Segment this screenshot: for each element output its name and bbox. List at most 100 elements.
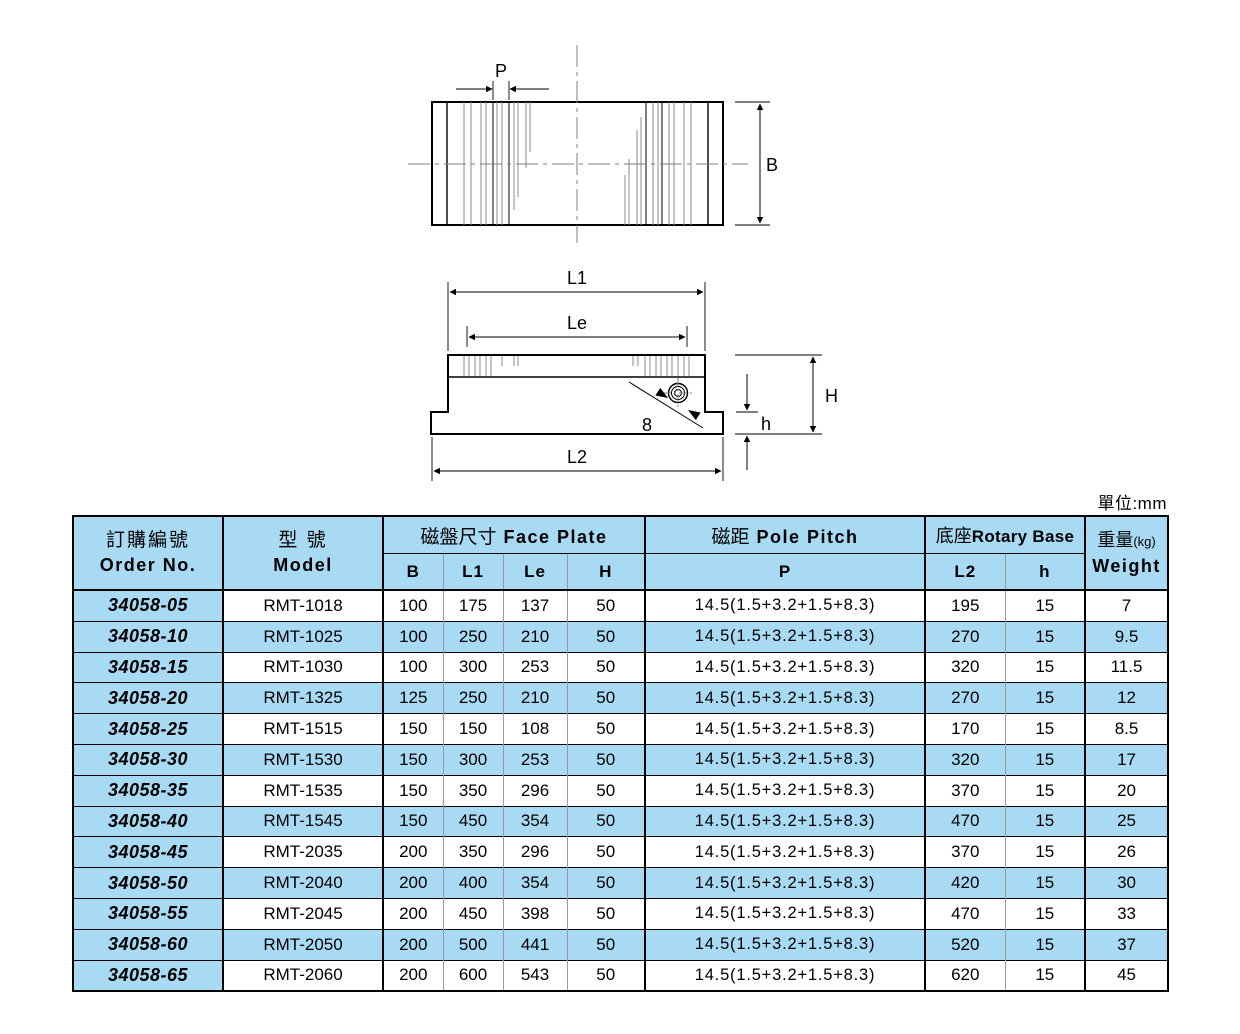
base-h-value: 15 [1004, 897, 1086, 930]
le-value: 253 [502, 743, 567, 776]
order-no: 34058-25 [72, 713, 223, 745]
model: RMT-1535 [222, 774, 383, 807]
header-face-plate: 磁盤尺寸 Face Plate [381, 515, 646, 554]
l2-value: 420 [924, 867, 1006, 899]
weight: 37 [1084, 928, 1169, 961]
base-h-value: 15 [1004, 959, 1086, 992]
weight: 45 [1084, 959, 1169, 992]
weight: 30 [1084, 867, 1169, 899]
order-no: 34058-20 [72, 682, 223, 714]
l2-value: 320 [924, 743, 1006, 776]
l1-value: 500 [442, 928, 503, 961]
header-col-le: Le [502, 553, 567, 590]
l2-value: 470 [924, 805, 1006, 837]
le-value: 296 [502, 774, 567, 807]
l1-value: 250 [442, 620, 503, 653]
base-h-value: 15 [1004, 682, 1086, 714]
base-h-value: 15 [1004, 867, 1086, 899]
b-value: 150 [382, 805, 443, 837]
weight: 11.5 [1084, 651, 1169, 683]
top-view-drawing: P B [408, 45, 778, 243]
table-row: 34058-35 RMT-1535 150 350 296 50 14.5(1.5+3.2+… [72, 774, 1169, 807]
h-value: 50 [566, 620, 646, 653]
le-value: 354 [502, 867, 567, 899]
pole-pitch: 14.5(1.5+3.2+1.5+8.3) [644, 928, 926, 961]
model: RMT-1025 [222, 620, 383, 653]
weight: 9.5 [1084, 620, 1169, 653]
header-row-sub: B L1 Le H P L2 h [73, 553, 1168, 590]
base-h-value: 15 [1004, 928, 1086, 961]
base-h-value: 15 [1004, 805, 1086, 837]
order-no: 34058-10 [72, 620, 223, 653]
order-no: 34058-55 [72, 897, 223, 930]
b-value: 200 [382, 897, 443, 930]
l1-value: 300 [442, 651, 503, 683]
le-value: 137 [502, 588, 567, 622]
dimension-le: Le [466, 313, 688, 347]
model: RMT-2035 [222, 836, 383, 868]
pole-pitch: 14.5(1.5+3.2+1.5+8.3) [644, 774, 926, 807]
dim-label-b: B [766, 155, 778, 175]
base-h-value: 15 [1004, 774, 1086, 807]
h-value: 50 [566, 867, 646, 899]
dimension-b: B [735, 101, 778, 226]
pole-pitch: 14.5(1.5+3.2+1.5+8.3) [644, 651, 926, 683]
technical-drawing: P B [408, 45, 838, 481]
model: RMT-1018 [222, 588, 383, 622]
b-value: 100 [382, 620, 443, 653]
header-col-b: B [382, 553, 443, 590]
face-plate-ticks [463, 356, 690, 376]
base-h-value: 15 [1004, 588, 1086, 622]
table-row: 34058-55 RMT-2045 200 450 398 50 14.5(1.5+3.2+… [72, 897, 1169, 930]
model: RMT-1325 [222, 682, 383, 714]
model: RMT-1030 [222, 651, 383, 683]
b-value: 150 [382, 743, 443, 776]
side-view-drawing: 8 L1 Le H h [430, 268, 838, 481]
header-col-H: H [566, 553, 646, 590]
l1-value: 175 [442, 588, 503, 622]
dim-label-l2: L2 [567, 447, 587, 467]
le-value: 253 [502, 651, 567, 683]
h-value: 50 [566, 836, 646, 868]
weight: 20 [1084, 774, 1169, 807]
weight: 33 [1084, 897, 1169, 930]
l1-value: 400 [442, 867, 503, 899]
header-col-l2: L2 [924, 553, 1006, 590]
table-row: 34058-25 RMT-1515 150 150 108 50 14.5(1.5+3.2+… [72, 713, 1169, 745]
table-row: 34058-10 RMT-1025 100 250 210 50 14.5(1.5+3.2+… [72, 620, 1169, 653]
dimension-h: h [736, 374, 771, 470]
l2-value: 195 [924, 588, 1006, 622]
header-rotary-base: 底座Rotary Base [924, 515, 1086, 554]
l2-value: 370 [924, 836, 1006, 868]
dimension-H: H [735, 354, 838, 435]
le-value: 296 [502, 836, 567, 868]
dim-label-h: h [761, 414, 771, 434]
weight: 26 [1084, 836, 1169, 868]
weight: 25 [1084, 805, 1169, 837]
table-row: 34058-50 RMT-2040 200 400 354 50 14.5(1.5+3.2+… [72, 867, 1169, 899]
model: RMT-2040 [222, 867, 383, 899]
dimension-l2: L2 [431, 437, 724, 481]
table-row: 34058-65 RMT-2060 200 600 543 50 14.5(1.5+3.2+… [72, 959, 1169, 992]
b-value: 100 [382, 651, 443, 683]
dim-label-H: H [825, 386, 838, 406]
pole-pitch: 14.5(1.5+3.2+1.5+8.3) [644, 713, 926, 745]
l2-value: 620 [924, 959, 1006, 992]
h-value: 50 [566, 713, 646, 745]
h-value: 50 [566, 651, 646, 683]
le-value: 354 [502, 805, 567, 837]
table-row: 34058-05 RMT-1018 100 175 137 50 14.5(1.5+3.2+… [72, 588, 1169, 622]
pole-pitch: 14.5(1.5+3.2+1.5+8.3) [644, 805, 926, 837]
pole-pitch: 14.5(1.5+3.2+1.5+8.3) [644, 682, 926, 714]
base-h-value: 15 [1004, 836, 1086, 868]
l2-value: 470 [924, 897, 1006, 930]
l2-value: 370 [924, 774, 1006, 807]
b-value: 200 [382, 928, 443, 961]
b-value: 200 [382, 959, 443, 992]
model: RMT-1530 [222, 743, 383, 776]
order-no: 34058-60 [72, 928, 223, 961]
order-no: 34058-45 [72, 836, 223, 868]
weight: 7 [1084, 588, 1169, 622]
header-col-l1: L1 [442, 553, 503, 590]
weight: 8.5 [1084, 713, 1169, 745]
